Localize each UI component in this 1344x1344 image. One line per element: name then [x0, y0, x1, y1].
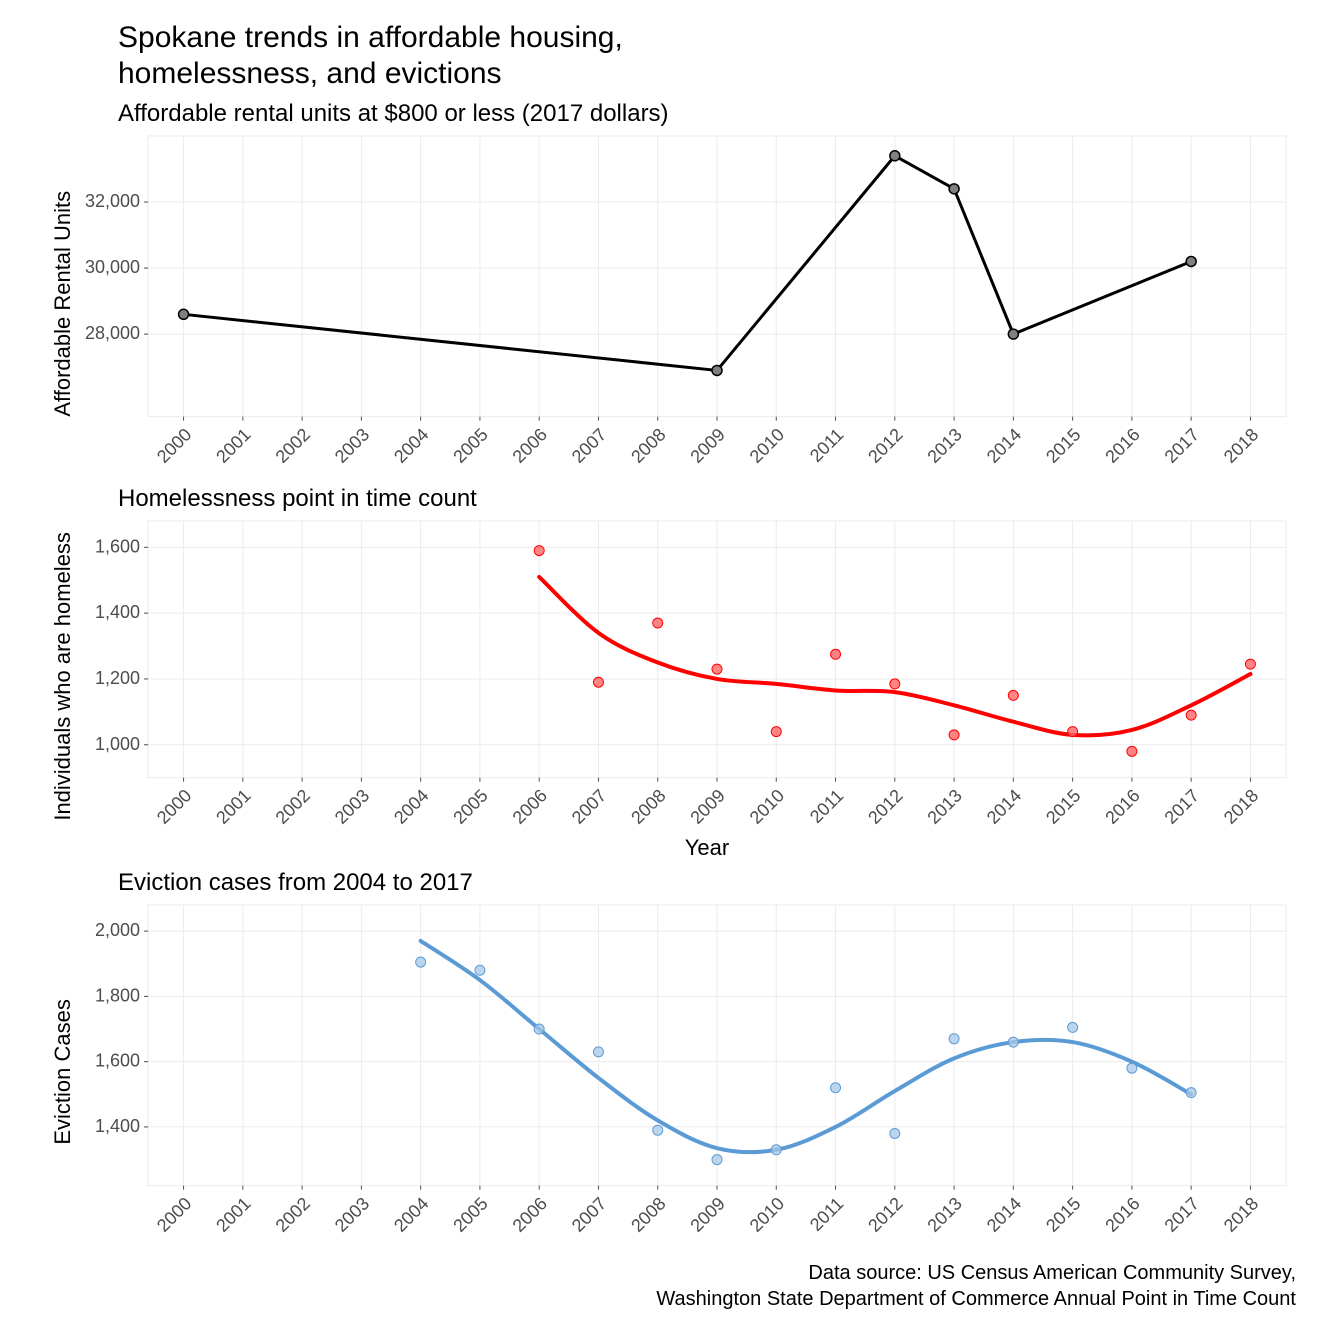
svg-text:2007: 2007	[568, 1194, 610, 1236]
svg-text:2000: 2000	[153, 1194, 195, 1236]
svg-text:2014: 2014	[983, 785, 1025, 827]
svg-text:2003: 2003	[331, 1194, 373, 1236]
svg-text:2005: 2005	[449, 785, 491, 827]
svg-text:1,600: 1,600	[95, 536, 140, 556]
panel-evictions-chart: 1,400 1,600 1,800 2,000 2000 2001 2002 2003 2004…	[78, 899, 1296, 1246]
svg-text:2008: 2008	[627, 785, 669, 827]
svg-text:2007: 2007	[568, 424, 610, 466]
panel-homeless-title: Homelessness point in time count	[118, 485, 1296, 513]
svg-text:2002: 2002	[272, 424, 314, 466]
panel-evictions: Eviction cases from 2004 to 2017 Evictio…	[48, 869, 1296, 1254]
svg-text:28,000: 28,000	[85, 323, 140, 343]
svg-text:2018: 2018	[1220, 1194, 1262, 1236]
svg-text:2013: 2013	[924, 1194, 966, 1236]
svg-text:2001: 2001	[212, 1194, 254, 1236]
svg-text:2006: 2006	[509, 424, 551, 466]
svg-text:2014: 2014	[983, 1194, 1025, 1236]
page: Spokane trends in affordable housing, ho…	[0, 0, 1344, 1344]
svg-text:1,400: 1,400	[95, 1116, 140, 1136]
panel-homeless-xlabel: Year	[118, 835, 1296, 861]
svg-text:2009: 2009	[686, 424, 728, 466]
svg-text:1,600: 1,600	[95, 1051, 140, 1071]
panel-affordable-ylabel: Affordable Rental Units	[48, 130, 78, 477]
svg-text:2009: 2009	[686, 1194, 728, 1236]
title-line-2: homelessness, and evictions	[118, 57, 502, 90]
svg-text:2001: 2001	[212, 785, 254, 827]
svg-text:2018: 2018	[1220, 785, 1262, 827]
svg-text:30,000: 30,000	[85, 257, 140, 277]
svg-text:2015: 2015	[1042, 785, 1084, 827]
svg-text:2013: 2013	[924, 424, 966, 466]
svg-text:2006: 2006	[509, 785, 551, 827]
svg-text:1,000: 1,000	[95, 733, 140, 753]
svg-text:2012: 2012	[864, 1194, 906, 1236]
panel-affordable-title: Affordable rental units at $800 or less …	[118, 100, 1296, 128]
panel-homeless-ylabel: Individuals who are homeless	[48, 515, 78, 838]
svg-text:32,000: 32,000	[85, 191, 140, 211]
svg-text:2011: 2011	[806, 785, 848, 827]
svg-text:2003: 2003	[331, 785, 373, 827]
svg-text:2,000: 2,000	[95, 920, 140, 940]
panel-affordable-chart: 28,000 30,000 32,000 2000 2001 2002 2003 2004 20…	[78, 130, 1296, 477]
caption-line-1: Data source: US Census American Communit…	[808, 1262, 1296, 1284]
svg-text:2012: 2012	[864, 785, 906, 827]
svg-text:2001: 2001	[212, 424, 254, 466]
panel-evictions-chart-wrap: Eviction Cases 1,400 1,600 1,800 2,000 2000 2…	[48, 899, 1296, 1246]
svg-text:2017: 2017	[1161, 785, 1203, 827]
svg-text:1,400: 1,400	[95, 602, 140, 622]
svg-text:2018: 2018	[1220, 424, 1262, 466]
svg-text:1,200: 1,200	[95, 668, 140, 688]
svg-text:2016: 2016	[1101, 424, 1143, 466]
data-source-caption: Data source: US Census American Communit…	[48, 1260, 1296, 1312]
svg-text:2008: 2008	[627, 424, 669, 466]
svg-text:2014: 2014	[983, 424, 1025, 466]
svg-text:1,800: 1,800	[95, 986, 140, 1006]
panel-evictions-title: Eviction cases from 2004 to 2017	[118, 869, 1296, 897]
svg-text:2003: 2003	[331, 424, 373, 466]
svg-text:2017: 2017	[1161, 424, 1203, 466]
svg-text:2011: 2011	[806, 424, 848, 466]
svg-text:2004: 2004	[390, 1194, 432, 1236]
svg-text:2016: 2016	[1101, 1194, 1143, 1236]
svg-text:2012: 2012	[864, 424, 906, 466]
svg-text:2015: 2015	[1042, 424, 1084, 466]
svg-text:2005: 2005	[449, 424, 491, 466]
caption-line-2: Washington State Department of Commerce …	[656, 1288, 1296, 1310]
panel-affordable: Affordable rental units at $800 or less …	[48, 100, 1296, 485]
panel-evictions-ylabel: Eviction Cases	[48, 899, 78, 1246]
svg-text:2008: 2008	[627, 1194, 669, 1236]
svg-text:2009: 2009	[686, 785, 728, 827]
svg-text:2000: 2000	[153, 785, 195, 827]
svg-text:2006: 2006	[509, 1194, 551, 1236]
panel-homeless-chart: 1,000 1,200 1,400 1,600 2000 2001 2002 2003 2004…	[78, 515, 1296, 838]
svg-text:2002: 2002	[272, 785, 314, 827]
svg-text:2007: 2007	[568, 785, 610, 827]
panel-homeless-chart-wrap: Individuals who are homeless 1,0001,2001…	[48, 515, 1296, 838]
svg-text:2017: 2017	[1161, 1194, 1203, 1236]
panel-affordable-chart-wrap: Affordable Rental Units 28,000 30,000 32,0…	[48, 130, 1296, 477]
svg-text:2005: 2005	[449, 1194, 491, 1236]
svg-text:2015: 2015	[1042, 1194, 1084, 1236]
svg-text:2010: 2010	[746, 1194, 788, 1236]
svg-text:2004: 2004	[390, 785, 432, 827]
svg-text:2013: 2013	[924, 785, 966, 827]
svg-text:2010: 2010	[746, 785, 788, 827]
svg-text:2002: 2002	[272, 1194, 314, 1236]
svg-text:2004: 2004	[390, 424, 432, 466]
title-line-1: Spokane trends in affordable housing,	[118, 21, 623, 54]
svg-text:2011: 2011	[806, 1194, 848, 1236]
panel-homeless: Homelessness point in time count Individ…	[48, 485, 1296, 870]
page-title: Spokane trends in affordable housing, ho…	[118, 20, 1296, 92]
svg-text:2010: 2010	[746, 424, 788, 466]
svg-text:2000: 2000	[153, 424, 195, 466]
svg-text:2016: 2016	[1101, 785, 1143, 827]
